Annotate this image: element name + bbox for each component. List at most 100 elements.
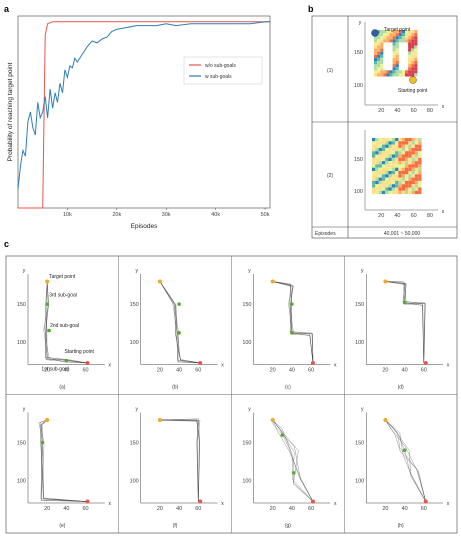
heatmap-cell <box>372 174 376 178</box>
x-tick-label: 80 <box>427 108 433 114</box>
series-line-w-subgoals <box>17 21 270 189</box>
heatmap-cell <box>408 42 412 46</box>
heatmap-cell <box>374 70 378 74</box>
heatmap-cell <box>414 33 418 37</box>
heatmap-cell <box>385 141 389 145</box>
heatmap-cell <box>401 164 405 168</box>
heatmap-cell <box>405 184 409 188</box>
trajectory-line <box>272 419 314 502</box>
target-marker <box>157 279 162 284</box>
heatmap-cell <box>374 48 378 52</box>
heatmap-cell <box>395 180 399 185</box>
heatmap-cell <box>418 187 422 191</box>
heatmap-cell <box>411 70 415 74</box>
heatmap-cell <box>380 67 384 71</box>
hm1-ticks: 20 40 60 80 100 150 <box>354 50 433 114</box>
heatmap-cell <box>408 54 412 58</box>
heatmap-cell <box>408 151 412 155</box>
trajectory-grid: y x 100 150 20 40 60 (a) Target point 3rd sub-goa… <box>6 256 457 533</box>
heatmap-cell <box>405 70 409 74</box>
heatmap-cell <box>408 177 412 181</box>
heatmap-cell <box>418 144 422 148</box>
heatmap-cell <box>414 151 419 155</box>
panel-label-c: c <box>4 239 9 249</box>
heatmap-cell <box>378 174 382 178</box>
heatmap-cell <box>375 147 379 152</box>
heatmap-cell <box>418 161 422 165</box>
heatmap-cell <box>418 177 422 181</box>
trajectory-line <box>40 419 86 502</box>
heatmap-cell <box>392 67 396 71</box>
heatmap-cell <box>385 177 389 181</box>
heatmap-cell <box>414 161 419 165</box>
subplot-label: (h) <box>398 523 404 529</box>
heatmap-cell <box>388 138 392 142</box>
trajectory-subplot-1: y x 100 150 20 40 60 (a) Target point 3rd sub-goa… <box>17 268 112 391</box>
trajectory-subplot-5: y x 100 150 20 40 60 (e) <box>17 407 112 530</box>
heatmap-cell <box>408 61 412 65</box>
heatmap-cell <box>414 138 419 142</box>
y-axis-label: y <box>361 268 364 274</box>
heatmap-cell <box>395 187 399 191</box>
x-tick-label: 20 <box>382 368 388 374</box>
heatmap-cell <box>418 180 422 185</box>
heatmap-cell <box>405 144 409 148</box>
heatmap-cell <box>411 164 415 168</box>
x-tick-label: 60 <box>308 506 314 512</box>
trajectory-line <box>385 281 424 364</box>
heatmap-cell <box>398 174 402 178</box>
heatmap-cell <box>372 180 376 185</box>
heatmap-cell <box>383 70 387 74</box>
heatmap-cell <box>411 48 415 52</box>
heatmap-cell <box>408 164 412 168</box>
heatmap-cell <box>411 154 415 158</box>
heatmap-cell <box>381 190 386 195</box>
heatmap-cell <box>375 141 379 145</box>
subplot-label: (f) <box>173 523 178 529</box>
heatmap-cell <box>372 164 376 168</box>
heatmap-cell <box>414 30 418 34</box>
heatmap-cell <box>395 61 399 65</box>
heatmap-cell <box>398 144 402 148</box>
heatmap-cell <box>401 144 405 148</box>
heatmap-cell <box>401 70 405 74</box>
heatmap-cell <box>381 174 386 178</box>
heatmap-cell <box>380 64 384 68</box>
heatmap-cell <box>408 190 412 195</box>
heatmap-cell <box>375 171 379 175</box>
subplot-label: (c) <box>285 385 291 391</box>
heatmap-cell <box>380 61 384 65</box>
x-tick-label: 20k <box>112 212 121 218</box>
heatmap-cell <box>398 190 402 195</box>
heatmap-cell <box>388 157 392 162</box>
heatmap-cell <box>395 138 399 142</box>
heatmap-cell <box>372 144 376 148</box>
heatmap-cell <box>408 141 412 145</box>
heatmap-cell <box>377 64 381 68</box>
heatmap-cell <box>389 39 393 43</box>
heatmap-cell <box>392 39 396 43</box>
heatmap-cell <box>408 70 412 74</box>
heatmap-cell <box>414 64 418 68</box>
heatmap-cell <box>381 180 386 185</box>
heatmap-cell <box>392 51 396 55</box>
heatmap-cell <box>414 48 418 52</box>
x-tick-label: 60 <box>83 368 89 374</box>
heatmap-cell <box>405 147 409 152</box>
heatmap-cell <box>372 190 376 195</box>
heatmap-cell <box>377 61 381 65</box>
heatmap-cell <box>375 164 379 168</box>
trajectory-line <box>272 281 314 364</box>
heatmap-cell <box>411 64 415 68</box>
heatmap-cell <box>401 154 405 158</box>
trajectory-subplot-7: y x 100 150 20 40 60 (g) <box>242 407 337 530</box>
heatmap-cell <box>405 164 409 168</box>
subgoal-marker <box>280 433 285 437</box>
heatmap-cell <box>377 30 381 34</box>
x-axis-label-a: Episodes <box>131 223 158 230</box>
subgoal-marker <box>290 331 294 335</box>
heatmap-cell <box>385 190 389 195</box>
heatmap-cell <box>395 73 399 77</box>
heatmap-cell <box>405 30 409 34</box>
